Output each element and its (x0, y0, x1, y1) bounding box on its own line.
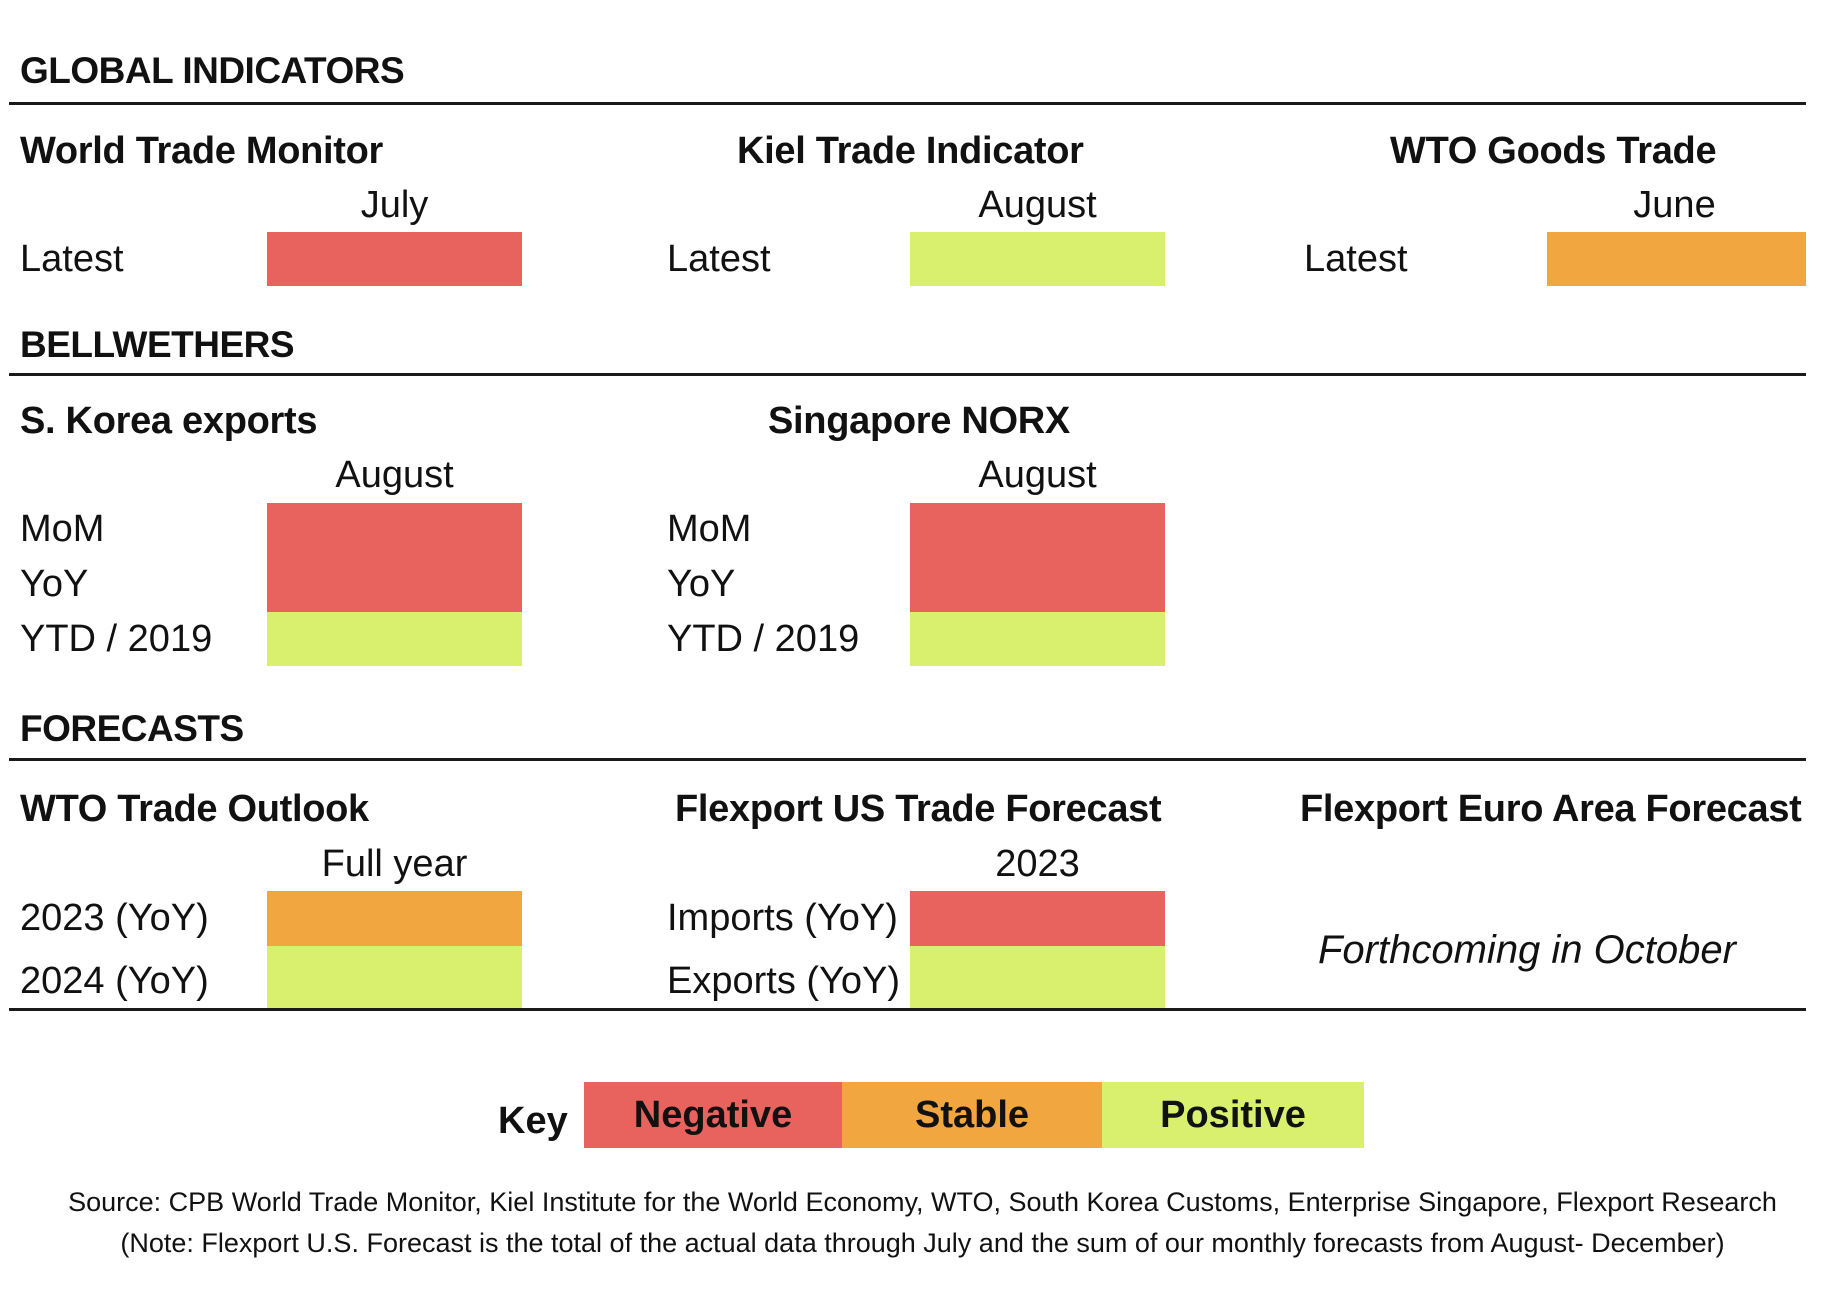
row-label-2024-yoy: 2024 (YoY) (20, 960, 209, 1002)
status-cell-positive (910, 612, 1165, 666)
row-label-yoy: YoY (20, 563, 89, 605)
row-label-mom: MoM (667, 508, 752, 550)
row-label-ytd-2019: YTD / 2019 (667, 618, 860, 660)
status-cell-positive (267, 612, 522, 666)
row-label-latest: Latest (1304, 238, 1408, 280)
source-note: Source: CPB World Trade Monitor, Kiel In… (68, 1187, 1777, 1217)
status-cell-positive (910, 946, 1165, 1008)
row-label-yoy: YoY (667, 563, 736, 605)
status-cell-negative (267, 503, 522, 612)
indicator-title-flexport-us-trade-forecast: Flexport US Trade Forecast (675, 788, 1162, 830)
indicator-title-world-trade-monitor: World Trade Monitor (20, 130, 384, 172)
key-positive: Positive (1102, 1082, 1364, 1148)
period-label: Full year (321, 843, 468, 885)
indicator-title-kiel-trade-indicator: Kiel Trade Indicator (737, 130, 1084, 172)
indicator-title-s-korea-exports: S. Korea exports (20, 400, 318, 442)
status-cell-negative (910, 503, 1165, 612)
table-bottom-border (9, 1008, 1806, 1011)
row-label-latest: Latest (20, 238, 124, 280)
status-cell-stable (267, 891, 522, 946)
section-title-bellwethers: BELLWETHERS (20, 324, 295, 365)
section-divider (9, 373, 1806, 376)
status-cell-negative (267, 232, 522, 286)
key-negative: Negative (584, 1082, 842, 1148)
period-label: August (978, 454, 1097, 496)
status-cell-positive (267, 946, 522, 1008)
period-label: 2023 (995, 843, 1080, 885)
key-stable: Stable (842, 1082, 1102, 1148)
period-label: June (1633, 184, 1716, 226)
row-label-exports-yoy: Exports (YoY) (667, 960, 901, 1002)
section-title-forecasts: FORECASTS (20, 708, 244, 749)
indicator-title-wto-goods-trade: WTO Goods Trade (1390, 130, 1717, 172)
section-divider (9, 102, 1806, 105)
row-label-latest: Latest (667, 238, 771, 280)
forecast-note: (Note: Flexport U.S. Forecast is the tot… (120, 1228, 1725, 1258)
status-cell-stable (1547, 232, 1806, 286)
indicator-title-singapore-norx: Singapore NORX (768, 400, 1070, 442)
forthcoming-note: Forthcoming in October (1318, 928, 1736, 972)
row-label-imports-yoy: Imports (YoY) (667, 897, 898, 939)
period-label: July (360, 184, 429, 226)
row-label-mom: MoM (20, 508, 105, 550)
row-label-2023-yoy: 2023 (YoY) (20, 897, 209, 939)
row-label-ytd-2019: YTD / 2019 (20, 618, 213, 660)
section-divider (9, 758, 1806, 761)
section-title-global-indicators: GLOBAL INDICATORS (20, 50, 405, 91)
key-label: Key (498, 1100, 568, 1142)
period-label: August (335, 454, 454, 496)
indicator-title-wto-trade-outlook: WTO Trade Outlook (20, 788, 369, 830)
status-cell-negative (910, 891, 1165, 946)
period-label: August (978, 184, 1097, 226)
indicator-title-flexport-euro-area-forecast: Flexport Euro Area Forecast (1300, 788, 1802, 830)
status-cell-positive (910, 232, 1165, 286)
